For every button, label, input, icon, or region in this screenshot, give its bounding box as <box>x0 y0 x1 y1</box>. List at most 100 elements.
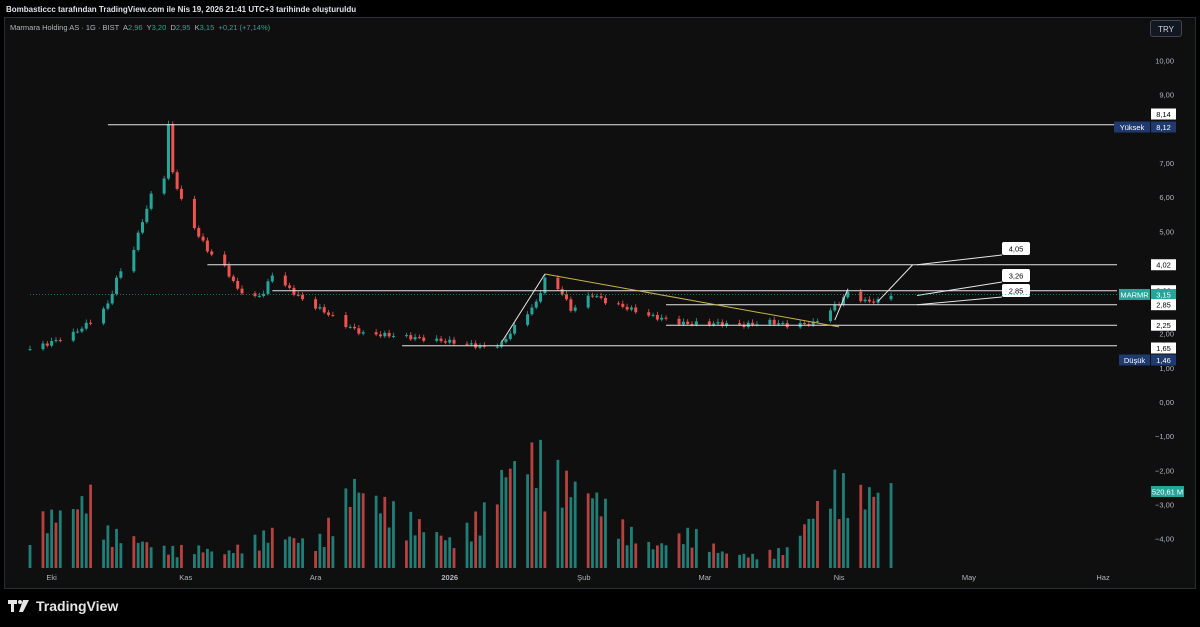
callout-label: 3,26 <box>1009 272 1024 281</box>
volume-bar <box>738 554 742 568</box>
volume-bar <box>664 545 668 568</box>
candle-body <box>539 293 543 302</box>
candle-body <box>171 124 175 173</box>
callout-box <box>1002 269 1030 282</box>
candle-body <box>179 188 183 199</box>
volume-bar <box>495 504 499 568</box>
volume-bar <box>591 498 594 568</box>
candle-body <box>257 295 261 297</box>
price-tag-label: Yüksek <box>1120 123 1145 132</box>
candle-body <box>599 296 603 298</box>
candle-body <box>76 331 80 333</box>
volume-bar <box>500 469 504 568</box>
candle-body <box>357 328 361 334</box>
volume-bar <box>586 493 590 568</box>
volume-bar <box>690 547 694 568</box>
volume-bar <box>863 509 867 568</box>
volume-bar <box>452 548 456 568</box>
candle-body <box>660 317 664 320</box>
volume-bar <box>681 544 685 568</box>
volume-bar <box>89 484 92 568</box>
price-axis-label: 2,25 <box>1156 321 1171 330</box>
volume-bar <box>785 547 789 568</box>
volume-bar <box>171 545 175 568</box>
candle-body <box>807 323 811 326</box>
candle-body <box>391 335 395 337</box>
candle-body <box>621 303 625 307</box>
volume-bar <box>604 498 607 568</box>
candle-body <box>811 321 815 326</box>
candle-body <box>828 310 832 322</box>
volume-bar <box>253 534 257 568</box>
y-axis-tick-label: 10,00 <box>1155 56 1174 65</box>
volume-bar <box>565 470 568 568</box>
x-axis-tick-label: Ara <box>310 573 323 582</box>
x-axis-tick-label: May <box>962 573 976 582</box>
candle-body <box>54 340 58 342</box>
candle-body <box>192 198 196 229</box>
volume-bar <box>539 439 542 568</box>
volume-bar <box>534 487 538 568</box>
volume-bar <box>348 506 352 568</box>
volume-bar <box>617 538 620 568</box>
volume-bar <box>751 553 754 568</box>
volume-bar <box>798 535 802 568</box>
price-axis-label: 8,14 <box>1156 110 1171 119</box>
candle-body <box>803 322 807 324</box>
candle-body <box>378 334 382 337</box>
volume-bar <box>651 549 655 568</box>
volume-bar <box>846 518 850 568</box>
volume-bar <box>357 492 361 568</box>
volume-bar <box>712 543 716 568</box>
candle-body <box>452 339 456 344</box>
candle-body <box>526 314 530 325</box>
y-axis-tick-label: 0,00 <box>1159 398 1174 407</box>
volume-bar <box>872 496 876 568</box>
candle-body <box>495 346 499 348</box>
volume-bar <box>448 537 452 568</box>
volume-bar <box>742 553 746 568</box>
y-axis-tick-label: 5,00 <box>1159 227 1174 236</box>
candle-body <box>629 307 633 310</box>
symbol-name[interactable]: Marmara Holding AS · 1G · BIST <box>10 23 120 32</box>
x-axis-tick-label: Haz <box>1096 573 1110 582</box>
candle-body <box>266 281 270 294</box>
volume-bar <box>422 532 426 568</box>
chart-panel[interactable] <box>4 17 1196 589</box>
volume-bar <box>803 524 806 568</box>
candle-body <box>647 312 651 316</box>
candle-body <box>772 319 776 325</box>
snapshot-caption: Bombasticcc tarafından TradingView.com i… <box>6 5 357 14</box>
candle-body <box>89 322 93 324</box>
candle-body <box>534 301 538 308</box>
volume-bar <box>240 553 244 568</box>
candle-body <box>651 314 655 316</box>
candle-body <box>205 240 209 252</box>
volume-bar <box>469 541 473 568</box>
candle-body <box>318 307 322 309</box>
currency-button[interactable]: TRY <box>1150 20 1182 37</box>
volume-bar <box>482 502 486 568</box>
candle-body <box>742 324 746 328</box>
candle-body <box>149 193 153 209</box>
brand-name: TradingView <box>36 598 119 614</box>
y-axis-tick-label: −3,00 <box>1155 501 1174 510</box>
volume-bar <box>755 559 759 568</box>
candle-body <box>616 303 620 305</box>
candle-body <box>725 323 729 327</box>
volume-bar <box>768 549 772 568</box>
tradingview-logo[interactable]: TradingView <box>8 598 118 614</box>
volume-bar <box>530 442 534 568</box>
candle-body <box>327 312 331 316</box>
callout-pointer <box>916 254 1003 266</box>
volume-bar <box>318 533 322 568</box>
volume-bar <box>634 543 638 568</box>
candle-body <box>136 232 140 250</box>
candle-body <box>435 338 439 341</box>
y-axis-tick-label: −2,00 <box>1155 466 1174 475</box>
candle-body <box>556 277 560 290</box>
low-key: D <box>170 23 176 32</box>
volume-bar <box>102 539 105 568</box>
volume-bar <box>314 551 317 568</box>
